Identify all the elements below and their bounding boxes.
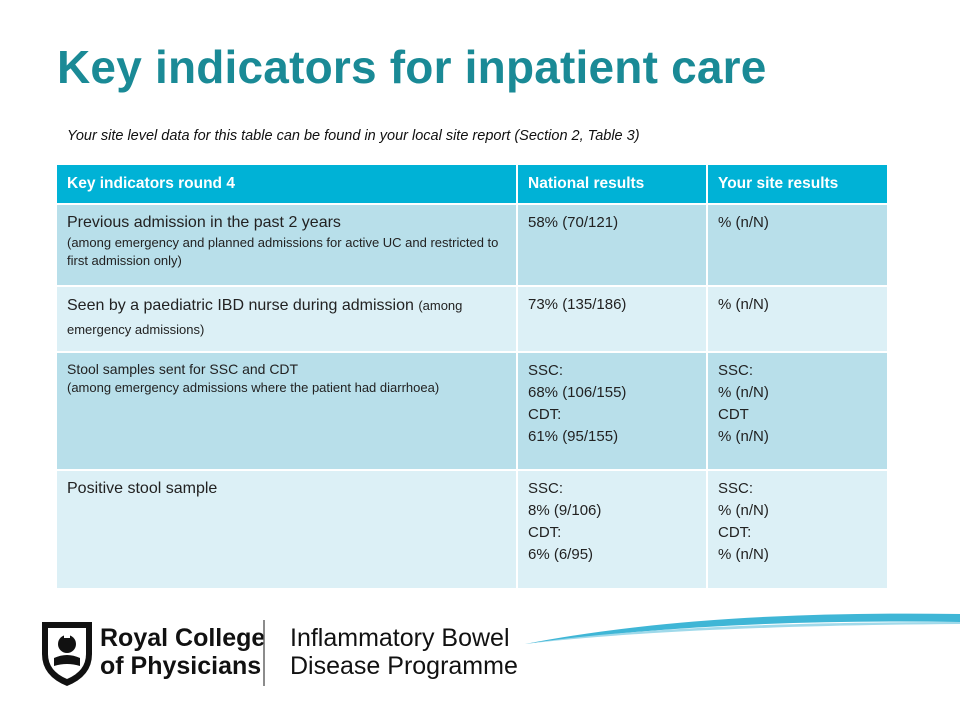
national-label-ssc: SSC:: [528, 480, 564, 497]
national-value-cdt: 6% (6/95): [528, 546, 594, 563]
indicator-note: (among emergency admissions): [67, 298, 463, 337]
rcp-ibd-logo: Royal College of Physicians Inflammatory…: [42, 620, 518, 686]
indicator-note: (among emergency and planned admissions …: [67, 235, 499, 268]
national-cell: 58% (70/121): [517, 203, 708, 286]
page-subtitle: Your site level data for this table can …: [67, 128, 640, 144]
programme-name-line1: Inflammatory Bowel: [290, 624, 510, 652]
indicator-main: Seen by a paediatric IBD nurse during ad…: [67, 297, 414, 314]
national-label-ssc: SSC:: [528, 362, 564, 379]
national-cell: SSC: 68% (106/155) CDT: 61% (95/155): [517, 351, 708, 470]
indicator-note: (among emergency admissions where the pa…: [67, 380, 440, 395]
site-cell: SSC: % (n/N) CDT: % (n/N): [707, 469, 887, 588]
column-header-national: National results: [517, 165, 708, 204]
site-label-cdt: CDT: [718, 406, 749, 423]
site-label-cdt: CDT:: [718, 524, 752, 541]
table-header-row: Key indicators round 4 National results …: [57, 165, 887, 204]
table-row: Positive stool sample SSC: 8% (9/106) CD…: [57, 469, 887, 588]
rcp-name-line2: of Physicians: [100, 652, 261, 680]
national-value: 73% (135/186): [528, 296, 627, 313]
site-cell: % (n/N): [707, 285, 887, 352]
table-row: Stool samples sent for SSC and CDT (amon…: [57, 351, 887, 470]
national-value: 58% (70/121): [528, 214, 619, 231]
swoosh-decoration-icon: [525, 613, 960, 644]
table-row: Seen by a paediatric IBD nurse during ad…: [57, 285, 887, 352]
indicator-main: Stool samples sent for SSC and CDT: [67, 361, 299, 377]
site-label-ssc: SSC:: [718, 362, 754, 379]
national-value-ssc: 68% (106/155): [528, 384, 627, 401]
site-value: % (n/N): [718, 214, 769, 231]
national-value-ssc: 8% (9/106): [528, 502, 602, 519]
national-cell: SSC: 8% (9/106) CDT: 6% (6/95): [517, 469, 708, 588]
national-cell: 73% (135/186): [517, 285, 708, 352]
site-value-cdt: % (n/N): [718, 546, 769, 563]
site-value-cdt: % (n/N): [718, 428, 769, 445]
indicator-main: Positive stool sample: [67, 480, 218, 497]
national-label-cdt: CDT:: [528, 524, 562, 541]
column-header-indicator: Key indicators round 4: [57, 165, 518, 204]
rcp-name-line1: Royal College: [100, 624, 265, 652]
indicator-cell: Seen by a paediatric IBD nurse during ad…: [57, 285, 518, 352]
indicator-cell: Positive stool sample: [57, 469, 518, 588]
indicator-cell: Stool samples sent for SSC and CDT (amon…: [57, 351, 518, 470]
national-label-cdt: CDT:: [528, 406, 562, 423]
site-value-ssc: % (n/N): [718, 384, 769, 401]
indicator-text: Seen by a paediatric IBD nurse during ad…: [67, 294, 506, 342]
national-value-cdt: 61% (95/155): [528, 428, 619, 445]
site-cell: SSC: % (n/N) CDT % (n/N): [707, 351, 887, 470]
programme-name-line2: Disease Programme: [290, 652, 518, 680]
site-value-ssc: % (n/N): [718, 502, 769, 519]
indicator-cell: Previous admission in the past 2 years (…: [57, 203, 518, 286]
page-title: Key indicators for inpatient care: [57, 41, 767, 93]
site-label-ssc: SSC:: [718, 480, 754, 497]
table-row: Previous admission in the past 2 years (…: [57, 203, 887, 286]
site-cell: % (n/N): [707, 203, 887, 286]
indicator-main: Previous admission in the past 2 years: [67, 214, 341, 231]
column-header-site: Your site results: [707, 165, 887, 204]
site-value: % (n/N): [718, 296, 769, 313]
key-indicators-table: Key indicators round 4 National results …: [57, 165, 887, 588]
rcp-crest-icon: [42, 622, 92, 686]
